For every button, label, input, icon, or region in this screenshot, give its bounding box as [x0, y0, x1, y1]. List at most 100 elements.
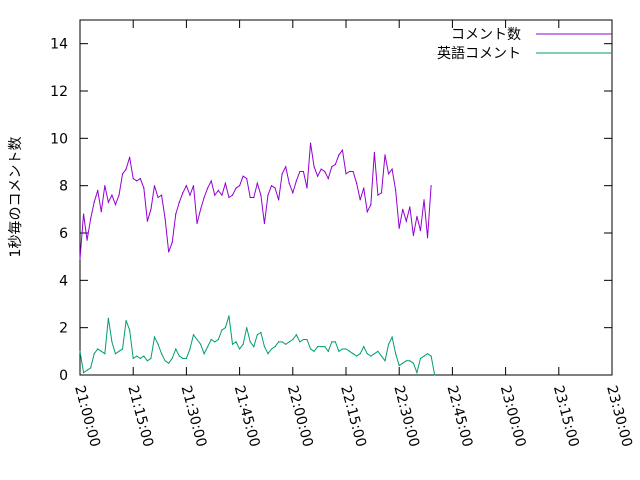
x-tick-label: 21:15:00 — [124, 384, 156, 449]
x-tick-label: 22:00:00 — [284, 384, 316, 449]
data-point — [327, 177, 329, 180]
data-point — [384, 360, 386, 362]
data-point — [79, 258, 81, 260]
data-point — [171, 241, 173, 244]
data-point — [317, 175, 319, 177]
data-point — [210, 180, 212, 182]
data-point — [139, 357, 141, 360]
data-point — [178, 201, 180, 203]
data-point — [309, 142, 312, 144]
data-point — [363, 346, 365, 348]
data-point — [242, 175, 244, 177]
data-point — [168, 362, 170, 364]
x-tick-label: 21:30:00 — [178, 384, 210, 449]
data-point — [125, 168, 127, 170]
data-point — [409, 206, 411, 208]
data-point — [253, 346, 255, 348]
data-point — [270, 348, 273, 350]
data-point — [164, 218, 166, 220]
data-point — [132, 357, 134, 360]
y-tick-label: 2 — [59, 321, 68, 337]
data-point — [299, 170, 301, 173]
series-layer — [79, 142, 436, 376]
data-point — [313, 166, 315, 168]
data-point — [231, 194, 234, 196]
data-point — [118, 194, 120, 196]
data-point — [90, 367, 92, 369]
data-point — [246, 327, 248, 329]
data-point — [260, 194, 262, 196]
data-point — [189, 348, 191, 350]
data-point — [263, 222, 266, 225]
data-point — [210, 338, 212, 341]
data-point — [146, 220, 148, 222]
data-point — [373, 353, 375, 355]
data-point — [359, 353, 361, 355]
data-point — [256, 182, 258, 184]
data-point — [150, 208, 152, 210]
data-point — [426, 353, 429, 355]
data-point — [409, 360, 411, 362]
data-point — [395, 353, 397, 355]
data-point — [395, 189, 397, 191]
data-point — [295, 180, 297, 182]
data-point — [278, 199, 280, 201]
data-point — [317, 346, 319, 348]
data-point — [391, 168, 393, 170]
data-point — [100, 350, 102, 352]
data-point — [196, 222, 198, 225]
data-point — [288, 341, 290, 343]
data-point — [419, 357, 422, 360]
data-point — [203, 196, 205, 199]
y-tick-label: 12 — [50, 84, 68, 100]
data-point — [93, 353, 95, 355]
data-point — [352, 353, 354, 355]
x-tick-label: 23:15:00 — [550, 384, 582, 449]
data-point — [125, 319, 127, 322]
data-point — [434, 374, 436, 376]
data-point — [398, 364, 400, 367]
data-point — [366, 211, 368, 213]
data-point — [104, 185, 106, 187]
data-point — [267, 194, 269, 196]
x-axis: 21:00:00 21:15:00 21:30:00 21:45:00 22:00:00… — [71, 20, 635, 449]
y-axis: 0 2 4 6 8 10 12 14 — [50, 37, 612, 384]
x-tick-label: 22:15:00 — [337, 384, 369, 449]
data-point — [249, 341, 251, 343]
data-point — [352, 170, 354, 173]
data-point — [405, 360, 407, 362]
data-point — [185, 357, 187, 360]
data-point — [143, 187, 145, 189]
data-point — [207, 187, 209, 189]
data-point — [143, 355, 145, 357]
data-point — [292, 338, 294, 341]
data-point — [270, 185, 273, 187]
data-point — [253, 196, 255, 199]
y-tick-label: 14 — [50, 37, 68, 53]
data-point — [153, 185, 156, 187]
data-point — [86, 239, 88, 241]
y-tick-label: 6 — [59, 226, 68, 242]
data-point — [285, 166, 287, 168]
data-point — [278, 341, 280, 343]
data-point — [405, 220, 407, 222]
data-point — [207, 346, 209, 348]
data-point — [192, 334, 195, 336]
data-point — [235, 187, 237, 189]
data-point — [93, 201, 95, 203]
y-tick-label: 10 — [50, 131, 68, 147]
data-point — [267, 353, 269, 355]
data-point — [231, 343, 234, 345]
data-point — [157, 343, 159, 345]
data-point — [274, 187, 276, 189]
data-point — [111, 341, 113, 343]
x-tick-label: 23:00:00 — [497, 384, 529, 449]
data-point — [132, 177, 134, 180]
data-point — [111, 194, 113, 196]
data-point — [136, 355, 138, 357]
data-point — [199, 343, 202, 345]
data-point — [331, 341, 333, 343]
data-point — [160, 353, 163, 355]
data-point — [313, 350, 315, 352]
data-point — [249, 196, 251, 199]
